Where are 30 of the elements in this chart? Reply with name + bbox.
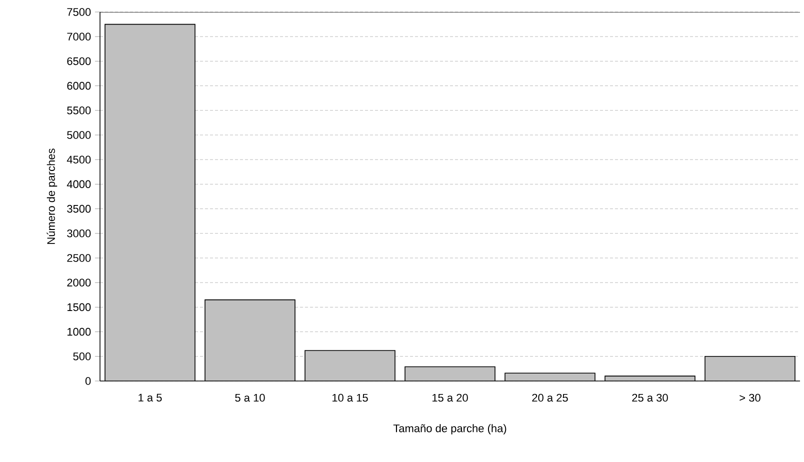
x-tick-label: > 30 [740, 394, 760, 402]
bar [704, 356, 796, 381]
x-tick-label: 20 a 25 [532, 394, 568, 402]
y-tick-label: 2000 [67, 278, 91, 286]
y-tick-label: 6500 [67, 57, 91, 66]
bar [305, 350, 395, 381]
x-tick-label: 1 a 5 [138, 394, 162, 402]
bar [205, 300, 295, 381]
bar [405, 366, 495, 381]
y-tick-label: 6000 [67, 82, 91, 90]
x-tick-label: 5 a 10 [235, 394, 265, 402]
y-tick-label: 5500 [67, 106, 91, 114]
y-axis-title: Número de parches [46, 148, 58, 244]
y-tick-label: 500 [73, 352, 91, 360]
y-tick-label: 1500 [68, 303, 91, 312]
y-tick-label: 3000 [67, 230, 91, 238]
x-tick-label: 10 a 15 [332, 394, 368, 402]
y-tick-label: 5000 [67, 131, 91, 139]
y-tick-label: 1000 [68, 328, 91, 336]
y-tick-label: 2500 [67, 254, 91, 262]
y-tick-label: 3500 [67, 204, 91, 213]
bar [105, 24, 196, 381]
y-tick-label: 4500 [66, 156, 91, 164]
x-tick-label: 25 a 30 [632, 394, 668, 402]
x-axis-title: Tamaño de parche (ha) [393, 424, 506, 434]
x-tick-label: 15 a 20 [432, 394, 468, 402]
y-tick-label: 7000 [67, 32, 91, 40]
y-tick-label: 4000 [66, 180, 91, 188]
y-tick-label: 0 [85, 377, 91, 385]
y-tick-label: 7500 [67, 8, 91, 16]
